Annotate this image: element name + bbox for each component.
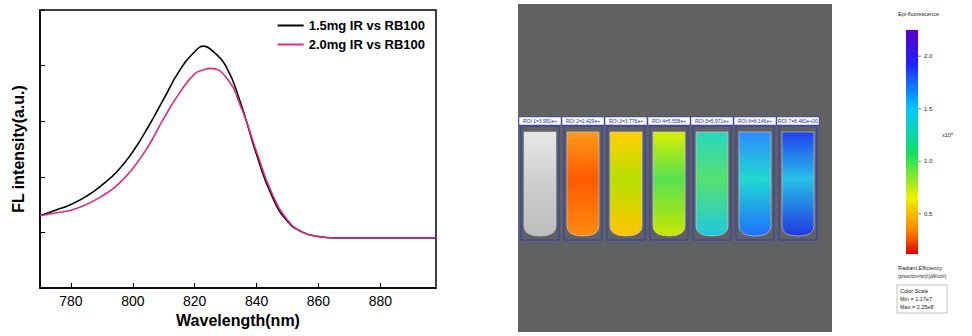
svg-text:ROI 7=8.482e+00: ROI 7=8.482e+00 <box>778 118 818 124</box>
svg-text:ROI 1=3.950e+: ROI 1=3.950e+ <box>523 118 557 124</box>
svg-text:Wavelength(nm): Wavelength(nm) <box>176 312 300 329</box>
svg-text:ROI 5=5.971e+: ROI 5=5.971e+ <box>695 118 729 124</box>
svg-text:0.5: 0.5 <box>924 211 933 217</box>
svg-text:840: 840 <box>245 293 269 309</box>
svg-text:880: 880 <box>369 293 393 309</box>
svg-text:(p/sec/cm²/sr)/(µW/cm²): (p/sec/cm²/sr)/(µW/cm²) <box>898 274 947 279</box>
svg-text:ROI 6=8.146e+: ROI 6=8.146e+ <box>738 118 772 124</box>
svg-text:Epi-fluorescence: Epi-fluorescence <box>898 11 939 17</box>
svg-text:Min = 1.17e7: Min = 1.17e7 <box>900 296 932 302</box>
svg-text:x10⁸: x10⁸ <box>942 132 953 138</box>
svg-text:820: 820 <box>183 293 207 309</box>
svg-text:780: 780 <box>59 293 83 309</box>
svg-text:2.0: 2.0 <box>924 53 933 59</box>
svg-text:1.5mg IR vs RB100: 1.5mg IR vs RB100 <box>309 18 425 33</box>
svg-text:ROI 2=2.429e+: ROI 2=2.429e+ <box>566 118 600 124</box>
svg-text:Max = 2.25e8: Max = 2.25e8 <box>900 304 933 310</box>
svg-text:1.5: 1.5 <box>924 106 933 112</box>
svg-text:Radiant Efficiency: Radiant Efficiency <box>898 265 942 271</box>
svg-text:800: 800 <box>121 293 145 309</box>
svg-text:FL intensity(a.u.): FL intensity(a.u.) <box>10 85 27 213</box>
svg-text:Color Scale: Color Scale <box>900 288 928 294</box>
svg-text:1.0: 1.0 <box>924 158 933 164</box>
svg-text:ROI 4=5.558e+: ROI 4=5.558e+ <box>652 118 686 124</box>
svg-text:2.0mg IR vs RB100: 2.0mg IR vs RB100 <box>309 37 425 52</box>
svg-text:ROI 3=3.776e+: ROI 3=3.776e+ <box>609 118 643 124</box>
svg-text:860: 860 <box>307 293 331 309</box>
